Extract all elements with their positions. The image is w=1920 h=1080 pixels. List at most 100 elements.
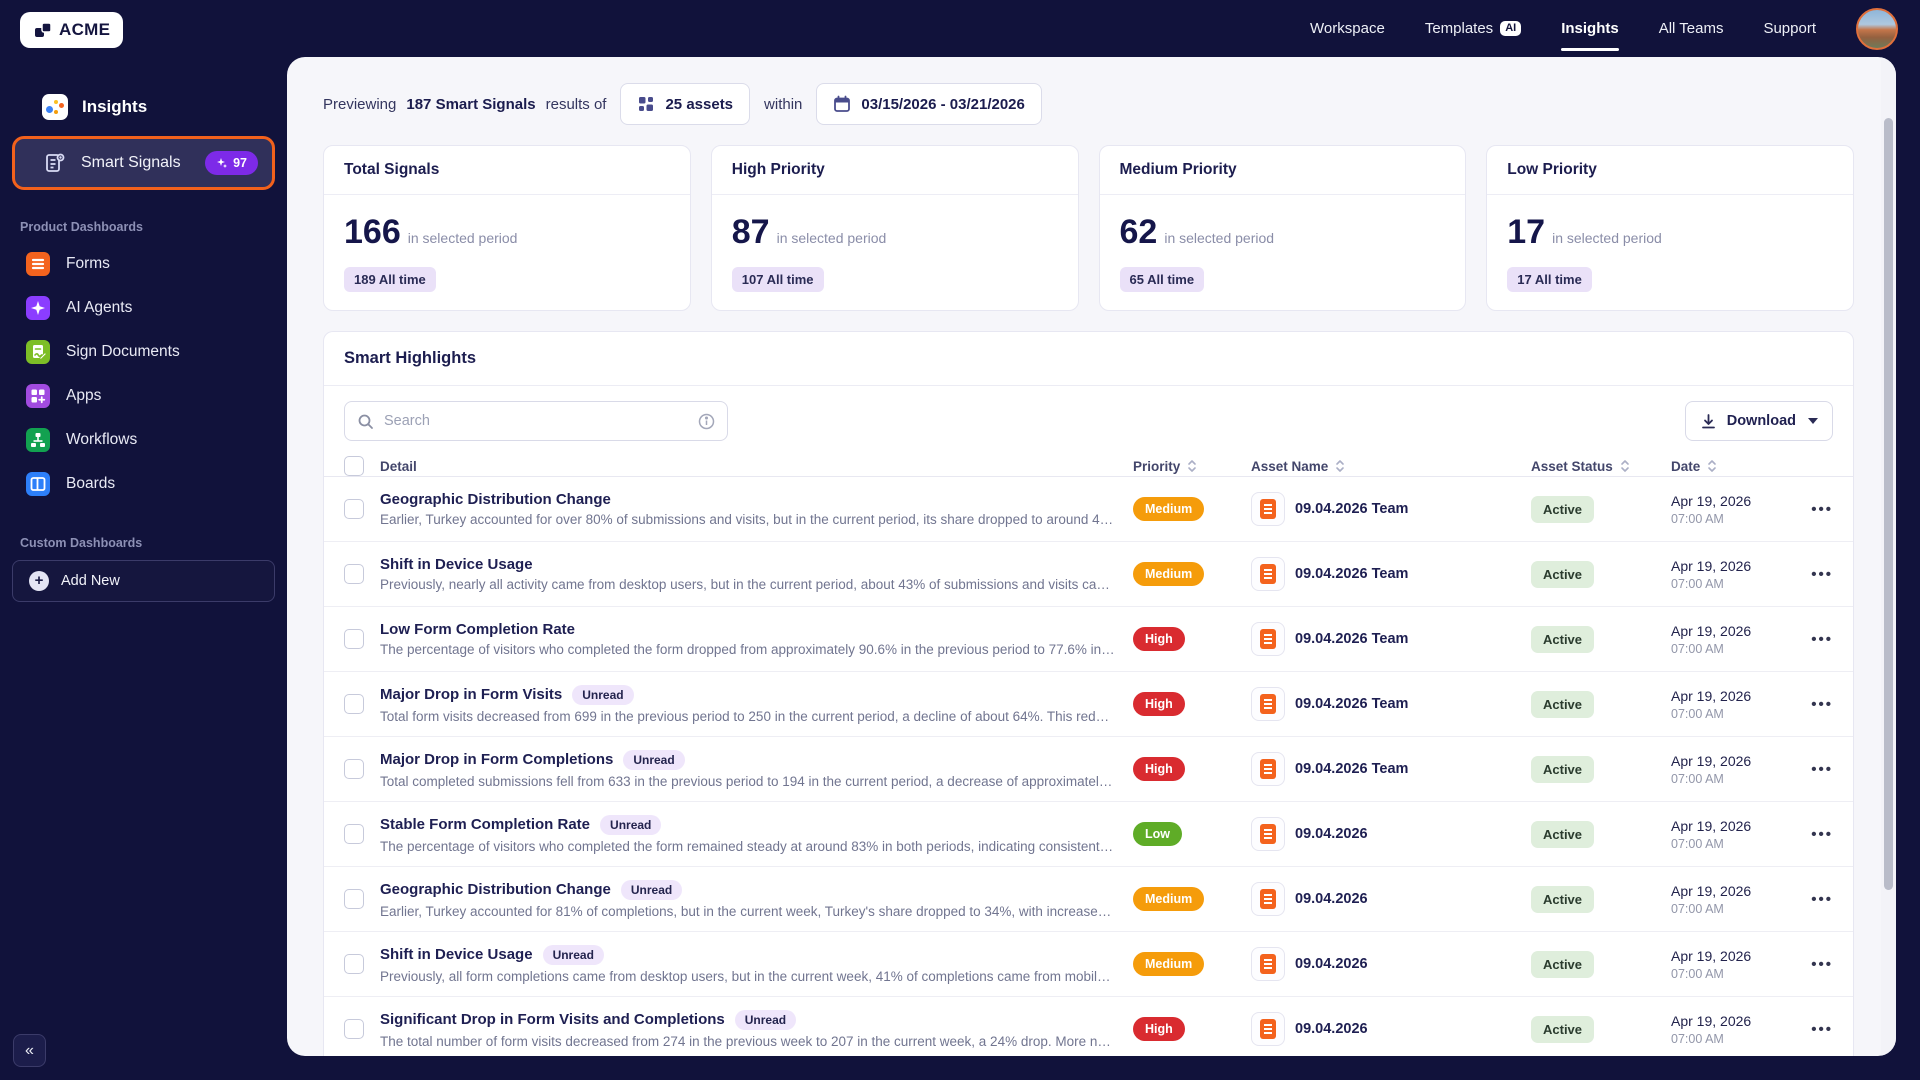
stat-card-title: Low Priority — [1487, 146, 1853, 195]
product-dashboards-label: Product Dashboards — [20, 220, 143, 234]
scrollbar-track[interactable] — [1881, 57, 1896, 1056]
time-value: 07:00 AM — [1671, 901, 1724, 916]
nav-workspace[interactable]: Workspace — [1310, 20, 1385, 37]
info-icon — [698, 413, 715, 430]
asset-cell[interactable]: 09.04.2026 — [1251, 947, 1531, 981]
row-checkbox[interactable] — [344, 499, 364, 519]
detail-cell[interactable]: Significant Drop in Form Visits and Comp… — [380, 1009, 1133, 1049]
sidebar-item-ai-agents[interactable]: AI Agents — [0, 286, 287, 330]
sidebar-insights-label: Insights — [82, 97, 148, 116]
date-cell: Apr 19, 2026 07:00 AM — [1671, 883, 1789, 916]
sidebar: ACME Insights Smart Signals 97 — [0, 0, 287, 1080]
chevron-down-icon — [1808, 418, 1818, 424]
row-menu-button[interactable]: ••• — [1811, 1020, 1833, 1038]
row-menu-button[interactable]: ••• — [1811, 760, 1833, 778]
detail-cell[interactable]: Low Form Completion Rate The percentage … — [380, 621, 1133, 657]
date-range-button[interactable]: 03/15/2026 - 03/21/2026 — [816, 83, 1042, 125]
unread-badge: Unread — [572, 684, 634, 705]
asset-cell[interactable]: 09.04.2026 Team — [1251, 752, 1531, 786]
column-asset-status[interactable]: Asset Status — [1531, 459, 1671, 474]
nav-support[interactable]: Support — [1763, 20, 1816, 37]
form-asset-icon — [1251, 1012, 1285, 1046]
status-badge: Active — [1531, 495, 1595, 523]
asset-cell[interactable]: 09.04.2026 — [1251, 817, 1531, 851]
stat-card-period: in selected period — [1552, 230, 1662, 246]
sidebar-item-insights[interactable]: Insights — [42, 94, 287, 120]
signal-description: The percentage of visitors who completed… — [380, 838, 1115, 854]
asset-cell[interactable]: 09.04.2026 Team — [1251, 492, 1531, 526]
row-menu-button[interactable]: ••• — [1811, 955, 1833, 973]
stat-card-value: 62 — [1119, 213, 1158, 251]
form-asset-icon — [1251, 492, 1285, 526]
ai-agents-icon — [26, 296, 50, 320]
priority-badge: High — [1133, 1017, 1185, 1041]
search-icon — [357, 413, 374, 430]
sidebar-collapse-button[interactable]: « — [13, 1034, 46, 1067]
table-row: Major Drop in Form Visits Unread Total f… — [324, 672, 1853, 737]
row-checkbox[interactable] — [344, 629, 364, 649]
row-checkbox[interactable] — [344, 564, 364, 584]
status-badge: Active — [1531, 560, 1595, 588]
sidebar-item-workflows[interactable]: Workflows — [0, 418, 287, 462]
time-value: 07:00 AM — [1671, 771, 1724, 786]
row-menu-button[interactable]: ••• — [1811, 500, 1833, 518]
row-checkbox[interactable] — [344, 759, 364, 779]
scrollbar-thumb[interactable] — [1884, 118, 1893, 890]
sidebar-item-forms[interactable]: Forms — [0, 242, 287, 286]
nav-insights[interactable]: Insights — [1561, 0, 1619, 57]
table-header: Detail Priority Asset Name Asset Status … — [324, 456, 1853, 477]
detail-cell[interactable]: Stable Form Completion Rate Unread The p… — [380, 814, 1133, 854]
row-checkbox[interactable] — [344, 954, 364, 974]
row-menu-button[interactable]: ••• — [1811, 695, 1833, 713]
preview-connector: within — [764, 95, 803, 113]
row-menu-button[interactable]: ••• — [1811, 565, 1833, 583]
user-avatar[interactable] — [1856, 7, 1898, 50]
apps-icon — [26, 384, 50, 408]
row-checkbox[interactable] — [344, 889, 364, 909]
column-asset-name[interactable]: Asset Name — [1251, 459, 1531, 474]
top-navigation: Workspace Templates AI Insights All Team… — [287, 0, 1920, 57]
asset-cell[interactable]: 09.04.2026 — [1251, 882, 1531, 916]
select-all-checkbox[interactable] — [344, 456, 364, 476]
assets-grid-icon — [637, 95, 655, 113]
row-checkbox[interactable] — [344, 694, 364, 714]
asset-cell[interactable]: 09.04.2026 — [1251, 1012, 1531, 1046]
acme-logo[interactable]: ACME — [20, 12, 124, 48]
search-box[interactable] — [344, 401, 728, 441]
add-new-button[interactable]: + Add New — [12, 560, 275, 602]
unread-badge: Unread — [600, 814, 662, 835]
row-menu-button[interactable]: ••• — [1811, 630, 1833, 648]
sidebar-item-apps[interactable]: Apps — [0, 374, 287, 418]
row-checkbox[interactable] — [344, 1019, 364, 1039]
nav-templates[interactable]: Templates AI — [1425, 0, 1522, 57]
detail-cell[interactable]: Geographic Distribution Change Unread Ea… — [380, 879, 1133, 919]
asset-cell[interactable]: 09.04.2026 Team — [1251, 622, 1531, 656]
row-menu-button[interactable]: ••• — [1811, 890, 1833, 908]
asset-name: 09.04.2026 — [1295, 826, 1368, 842]
main-panel: Previewing 187 Smart Signals results of … — [287, 57, 1896, 1056]
status-badge: Active — [1531, 950, 1595, 978]
assets-filter-button[interactable]: 25 assets — [620, 83, 751, 125]
preview-bar: Previewing 187 Smart Signals results of … — [287, 57, 1896, 125]
sidebar-item-boards[interactable]: Boards — [0, 462, 287, 506]
search-input[interactable] — [384, 413, 688, 429]
download-button[interactable]: Download — [1684, 401, 1833, 441]
column-priority[interactable]: Priority — [1133, 459, 1251, 474]
asset-cell[interactable]: 09.04.2026 Team — [1251, 687, 1531, 721]
detail-cell[interactable]: Shift in Device Usage Unread Previously,… — [380, 944, 1133, 984]
detail-cell[interactable]: Major Drop in Form Visits Unread Total f… — [380, 684, 1133, 724]
nav-all-teams[interactable]: All Teams — [1658, 20, 1724, 37]
detail-cell[interactable]: Major Drop in Form Completions Unread To… — [380, 749, 1133, 789]
priority-badge: Medium — [1133, 887, 1205, 911]
sidebar-item-sign-documents[interactable]: Sign Documents — [0, 330, 287, 374]
detail-cell[interactable]: Shift in Device Usage Previously, nearly… — [380, 556, 1133, 592]
row-menu-button[interactable]: ••• — [1811, 825, 1833, 843]
form-asset-icon — [1251, 622, 1285, 656]
sidebar-item-smart-signals[interactable]: Smart Signals 97 — [12, 136, 275, 190]
date-cell: Apr 19, 2026 07:00 AM — [1671, 688, 1789, 721]
column-date[interactable]: Date — [1671, 459, 1789, 474]
detail-cell[interactable]: Geographic Distribution Change Earlier, … — [380, 491, 1133, 527]
row-checkbox[interactable] — [344, 824, 364, 844]
download-icon — [1700, 413, 1717, 430]
asset-cell[interactable]: 09.04.2026 Team — [1251, 557, 1531, 591]
